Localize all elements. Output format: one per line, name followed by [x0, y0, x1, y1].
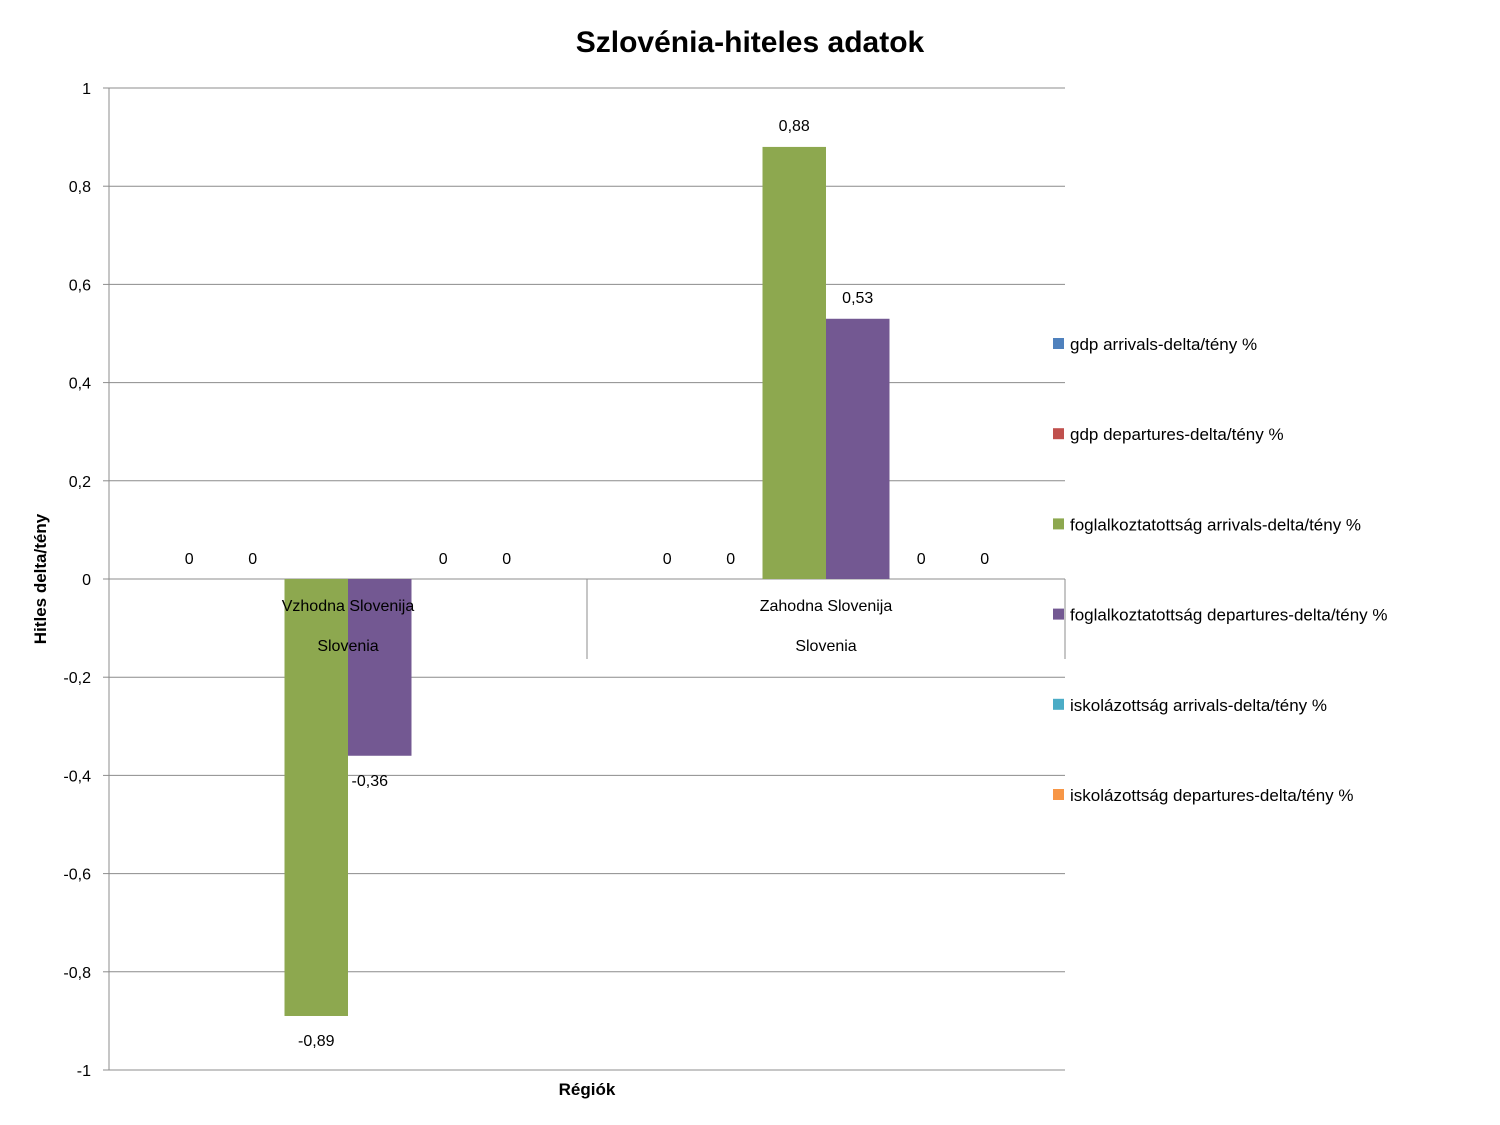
legend-label: gdp arrivals-delta/tény %	[1070, 335, 1257, 354]
data-label: 0	[185, 551, 194, 568]
category-labels: Vzhodna Slovenija Slovenia Zahodna Sloveni…	[282, 598, 893, 655]
data-label: 0	[663, 551, 672, 568]
legend-swatch	[1053, 428, 1064, 440]
y-tick-label: -1	[77, 1063, 91, 1080]
legend-label: gdp departures-delta/tény %	[1070, 425, 1284, 444]
data-label: 0	[980, 551, 989, 568]
bar-2-series-4	[826, 318, 890, 579]
data-label: -0,89	[298, 1033, 335, 1050]
bar-1-series-4	[348, 579, 412, 756]
y-tick-label: -0,4	[63, 768, 91, 785]
data-label: 0	[726, 551, 735, 568]
axes	[108, 88, 1066, 1070]
y-tick-label: 1	[82, 81, 91, 98]
y-tick-label: -0,8	[63, 965, 91, 982]
data-label: 0,88	[779, 118, 810, 135]
data-labels: 0 0 -0,89 -0,36 0 0 0 0 0,88 0,53 0 0	[185, 118, 990, 1050]
legend-swatch	[1053, 608, 1064, 620]
legend-swatch	[1053, 789, 1064, 800]
y-tick-label: 0,8	[69, 179, 91, 196]
legend: gdp arrivals-delta/tény % gdp departures-…	[1053, 335, 1388, 805]
legend-swatch	[1053, 518, 1064, 530]
data-label: 0	[439, 551, 448, 568]
y-tick-label: 0,4	[69, 376, 91, 393]
category-group-label: Slovenia	[317, 638, 378, 655]
bars	[284, 146, 890, 1016]
category-label: Zahodna Slovenija	[760, 598, 893, 615]
data-label: 0	[502, 551, 511, 568]
chart-title: Szlovénia-hiteles adatok	[576, 26, 925, 59]
legend-label: foglalkoztatottság arrivals-delta/tény %	[1070, 515, 1361, 534]
x-axis-title: Régiók	[559, 1080, 616, 1099]
bar-2-series-3	[762, 146, 826, 580]
data-label: 0	[248, 551, 257, 568]
y-tick-label: -0,6	[63, 867, 91, 884]
bar-1-series-3	[284, 579, 348, 1016]
legend-swatch	[1053, 698, 1064, 710]
y-axis-title: Hitles delta/tény	[31, 513, 50, 644]
legend-label: iskolázottság arrivals-delta/tény %	[1070, 696, 1327, 715]
category-group-label: Slovenia	[795, 638, 856, 655]
y-tick-labels: 1 0,8 0,6 0,4 0,2 0 -0,2 -0,4 -0,6 -0,8 -1	[63, 81, 91, 1080]
legend-label: foglalkoztatottság departures-delta/tény…	[1070, 606, 1388, 625]
data-label: -0,36	[352, 773, 389, 790]
y-tick-label: 0,2	[69, 474, 91, 491]
category-label: Vzhodna Slovenija	[282, 598, 415, 615]
data-label: 0,53	[842, 290, 873, 307]
y-tick-label: 0	[82, 572, 91, 589]
y-tick-label: -0,2	[63, 670, 91, 687]
legend-label: iskolázottság departures-delta/tény %	[1070, 786, 1354, 805]
data-label: 0	[917, 551, 926, 568]
legend-swatch	[1053, 338, 1064, 349]
y-tick-label: 0,6	[69, 277, 91, 294]
